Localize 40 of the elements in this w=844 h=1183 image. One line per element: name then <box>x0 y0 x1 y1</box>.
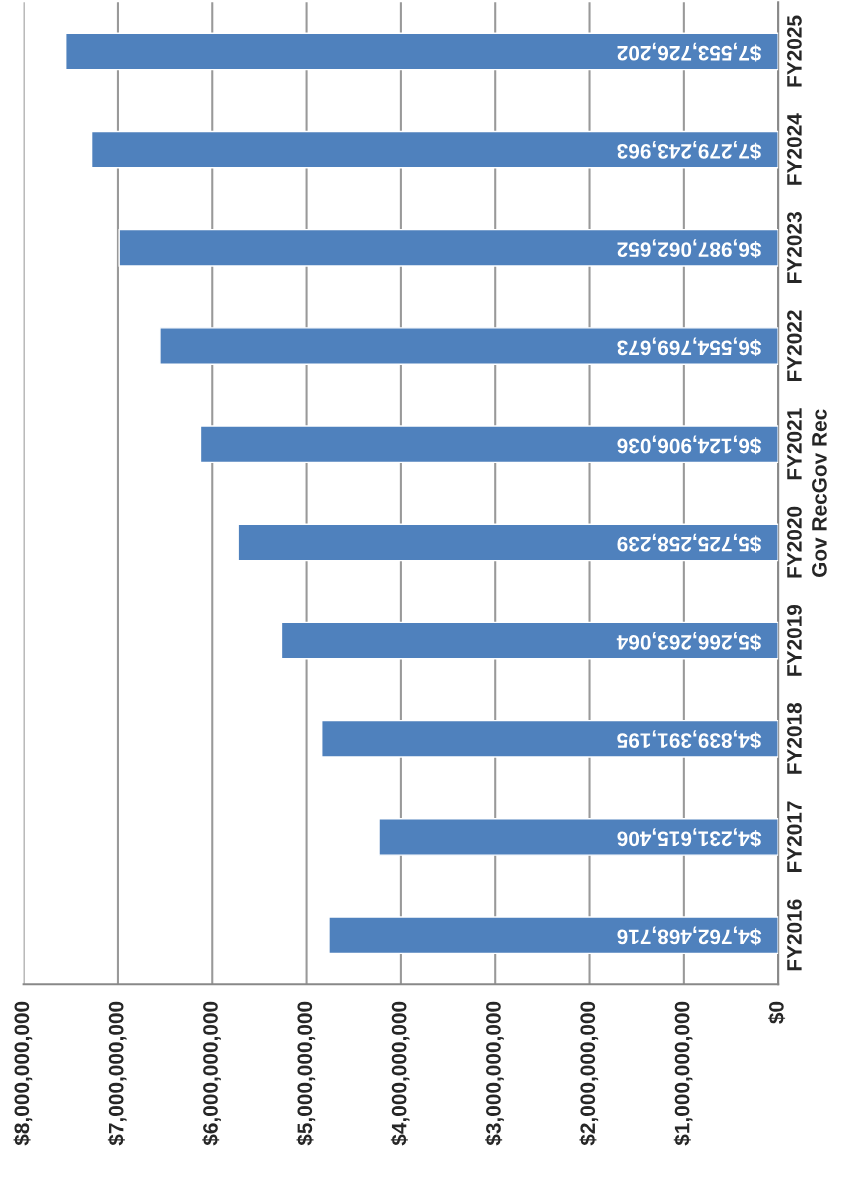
y-tick-label: FY2020 <box>787 506 802 578</box>
x-tick-label: $3,000,000,000 <box>485 1001 504 1146</box>
bar <box>280 621 779 660</box>
data-label: $7,553,726,202 <box>617 42 762 62</box>
x-tick-label: $5,000,000,000 <box>296 1001 316 1146</box>
bar <box>65 32 779 71</box>
y-tick-label: FY2021 <box>787 408 802 480</box>
data-label: $5,266,263,064 <box>616 631 762 651</box>
data-label: $6,554,769,673 <box>617 337 762 357</box>
data-label: $6,987,062,652 <box>617 239 762 258</box>
y-axis-title: Gov RecGov Rec <box>812 409 827 577</box>
x-tick-label: $1,000,000,000 <box>673 1001 693 1146</box>
y-tick-label: FY2016 <box>787 899 802 971</box>
y-tick-label: FY2022 <box>787 310 802 382</box>
y-tick-label: FY2025 <box>787 15 802 87</box>
data-label: $4,839,391,195 <box>617 730 762 749</box>
x-tick-label: $6,000,000,000 <box>202 1001 221 1146</box>
y-tick-label: FY2017 <box>787 801 802 873</box>
bar <box>199 425 779 464</box>
bar <box>118 228 779 267</box>
data-label: $7,279,243,963 <box>617 141 762 160</box>
bar <box>321 719 779 758</box>
data-label: $4,762,468,716 <box>617 926 762 946</box>
data-label: $5,725,258,239 <box>617 533 762 553</box>
y-tick-label: FY2024 <box>787 113 802 185</box>
bar <box>237 523 779 562</box>
y-tick-label: FY2023 <box>787 212 802 283</box>
data-label: $4,231,615,406 <box>617 828 762 848</box>
bar <box>328 916 779 955</box>
y-tick-label: FY2019 <box>787 604 802 676</box>
bar <box>159 327 779 365</box>
x-tick-label: $0 <box>768 1001 786 1024</box>
x-tick-label: $8,000,000,000 <box>13 1001 33 1146</box>
x-tick-label: $7,000,000,000 <box>107 1001 127 1146</box>
bar <box>90 130 779 169</box>
x-tick-label: $2,000,000,000 <box>579 1001 599 1146</box>
bar <box>378 818 779 856</box>
y-tick-label: FY2018 <box>787 702 802 774</box>
data-label: $6,124,906,036 <box>617 435 762 455</box>
x-tick-label: $4,000,000,000 <box>390 1001 410 1146</box>
